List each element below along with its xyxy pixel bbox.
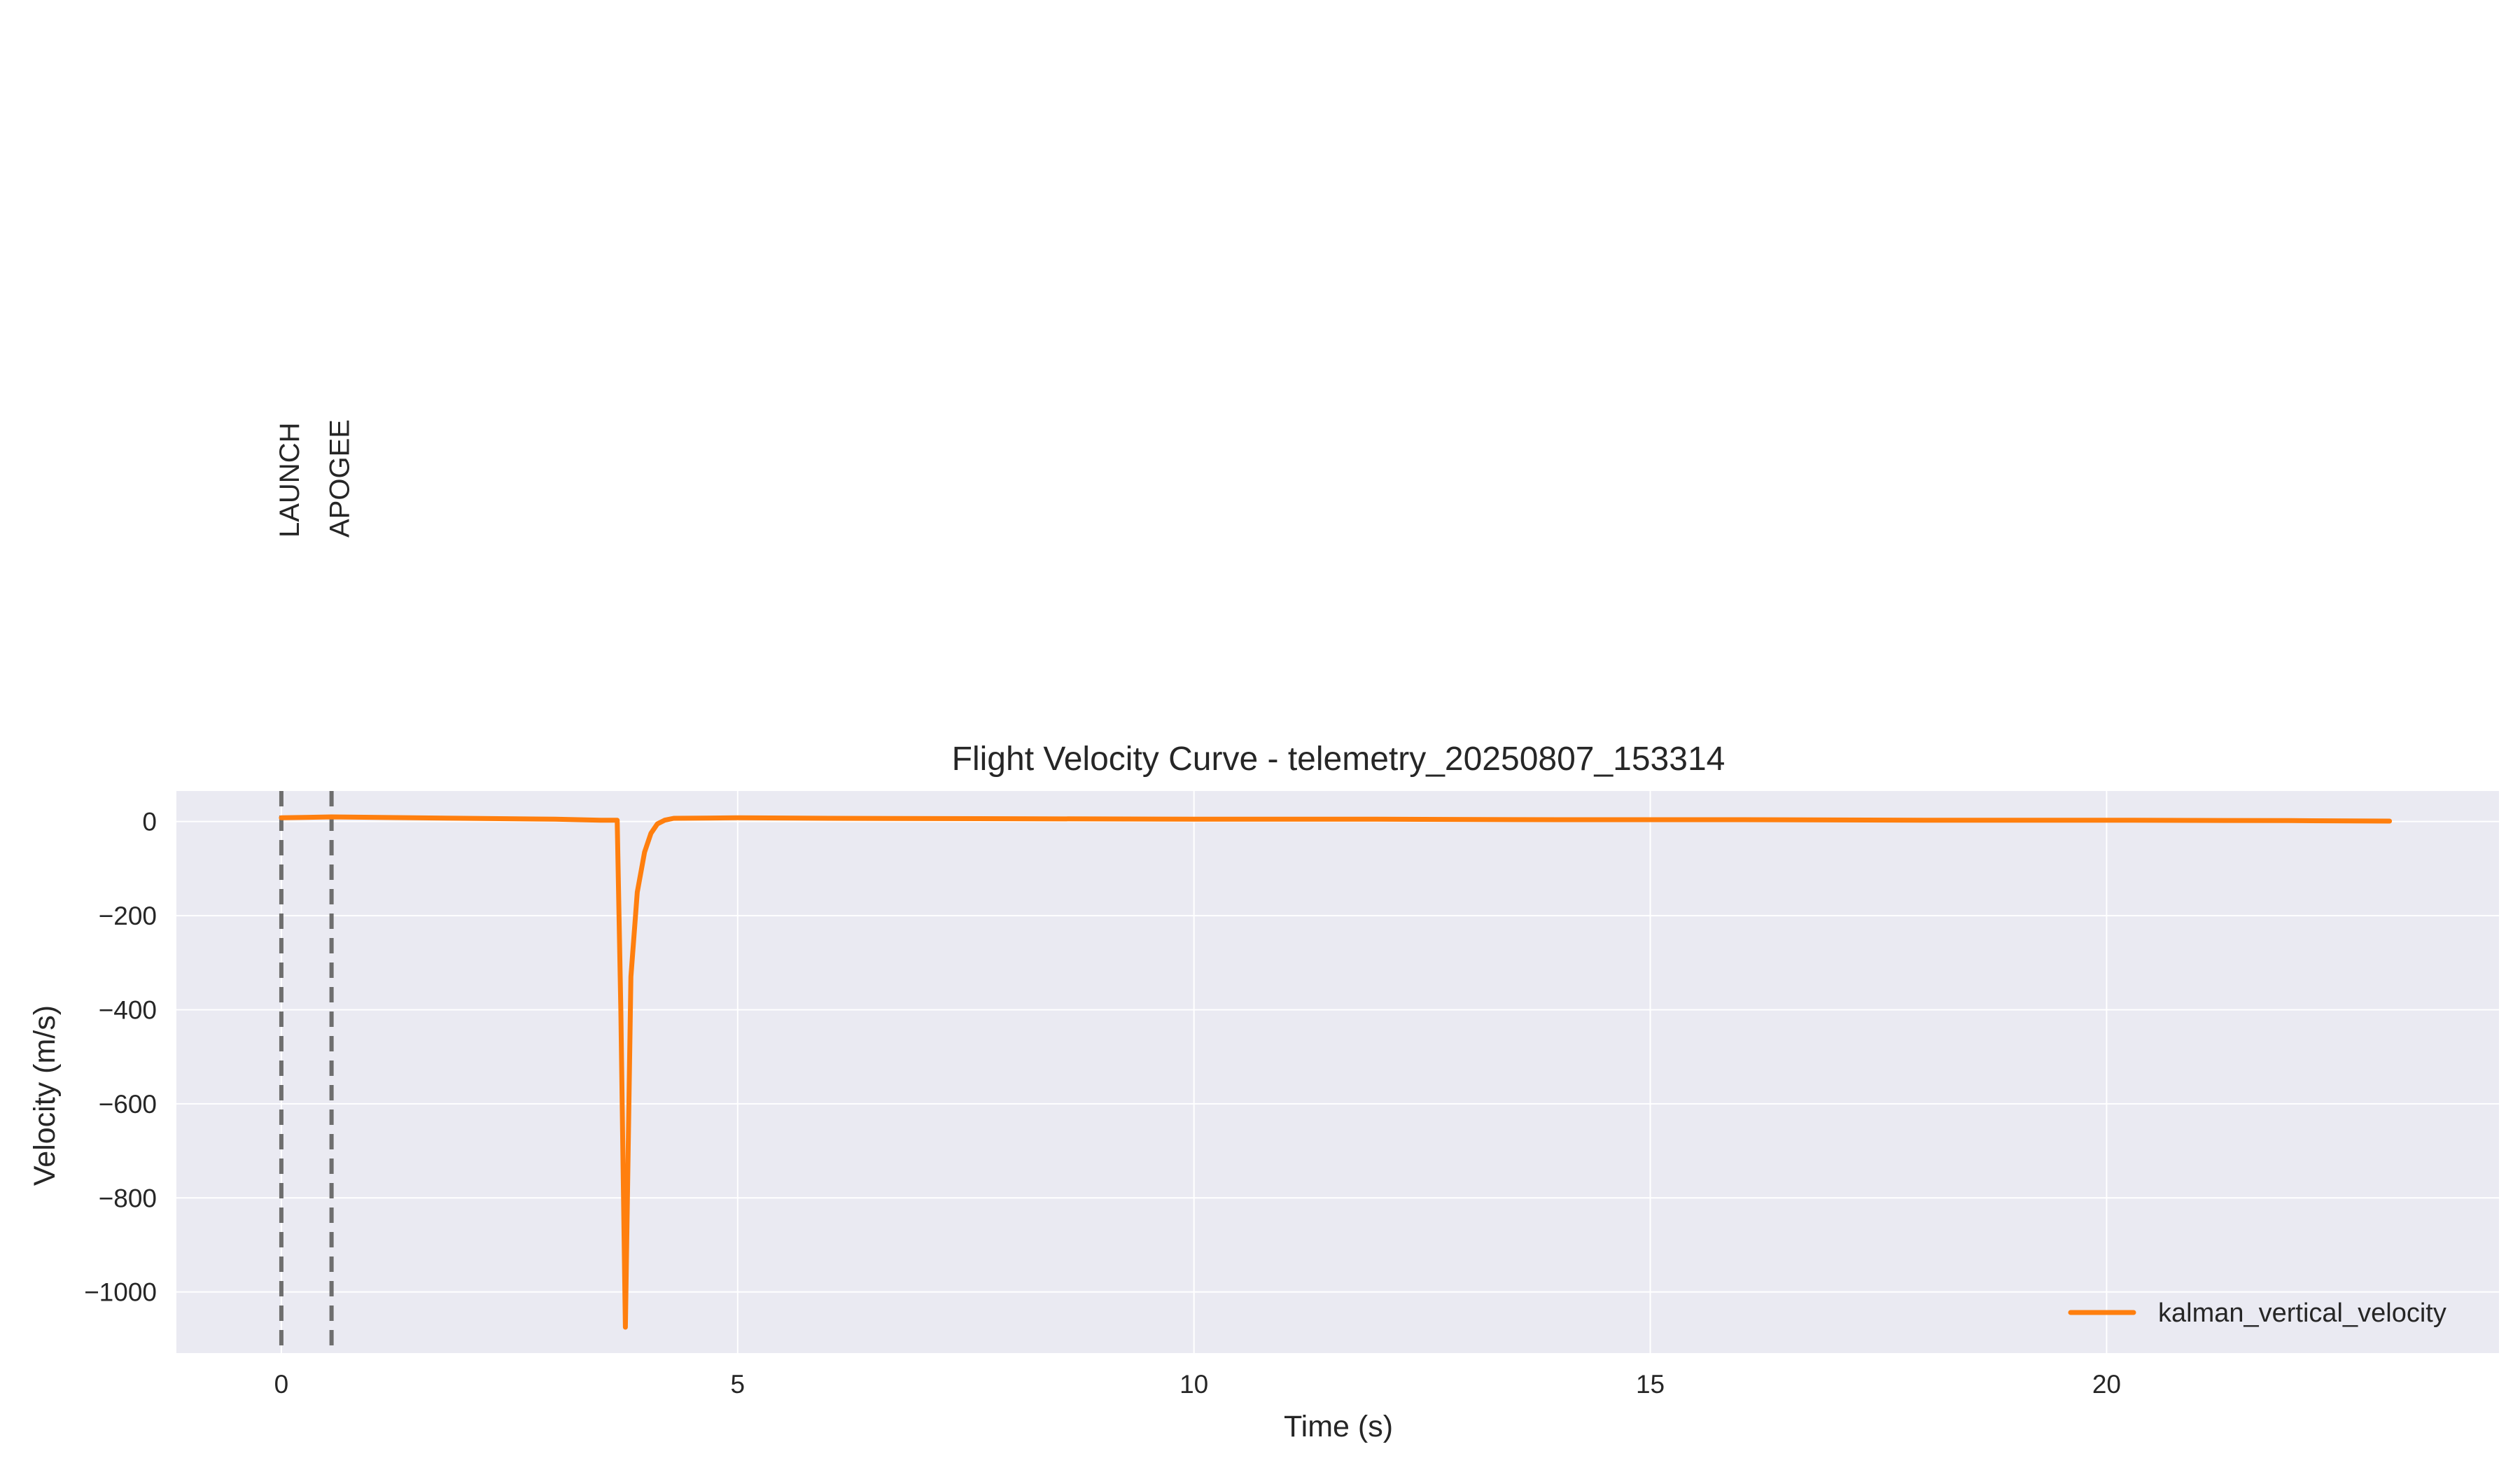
y-tick-label: −1000 xyxy=(84,1278,157,1307)
x-axis-label: Time (s) xyxy=(1284,1410,1393,1443)
y-tick-label: −600 xyxy=(99,1090,157,1119)
x-tick-label: 10 xyxy=(1180,1370,1208,1399)
chart-title: Flight Velocity Curve - telemetry_202508… xyxy=(952,741,1726,778)
x-tick-label: 5 xyxy=(731,1370,746,1399)
y-tick-label: −400 xyxy=(99,995,157,1024)
x-tick-label: 15 xyxy=(1636,1370,1665,1399)
series-line-kalman_vertical_velocity xyxy=(279,814,2393,1330)
series-lines xyxy=(279,814,2393,1330)
y-axis-label: Velocity (m/s) xyxy=(28,1005,62,1186)
legend: kalman_vertical_velocity xyxy=(2068,1298,2446,1328)
y-tick-label: −200 xyxy=(99,902,157,930)
y-tick-label: 0 xyxy=(142,808,157,836)
legend-label: kalman_vertical_velocity xyxy=(2158,1298,2446,1328)
y-tick-label: −800 xyxy=(99,1184,157,1212)
event-label-launch: LAUNCH xyxy=(274,423,305,538)
event-label-apogee: APOGEE xyxy=(325,419,356,538)
plot-background xyxy=(176,791,2499,1353)
x-tick-label: 0 xyxy=(274,1370,289,1399)
x-tick-label: 20 xyxy=(2092,1370,2121,1399)
tick-labels: 0 5 10 15 20 0 −200 −400 −600 −800 −1000 xyxy=(84,808,2121,1399)
event-markers: LAUNCH APOGEE xyxy=(274,419,356,1353)
